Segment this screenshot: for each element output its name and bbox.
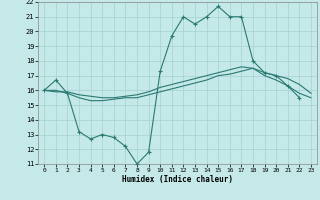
- X-axis label: Humidex (Indice chaleur): Humidex (Indice chaleur): [122, 175, 233, 184]
